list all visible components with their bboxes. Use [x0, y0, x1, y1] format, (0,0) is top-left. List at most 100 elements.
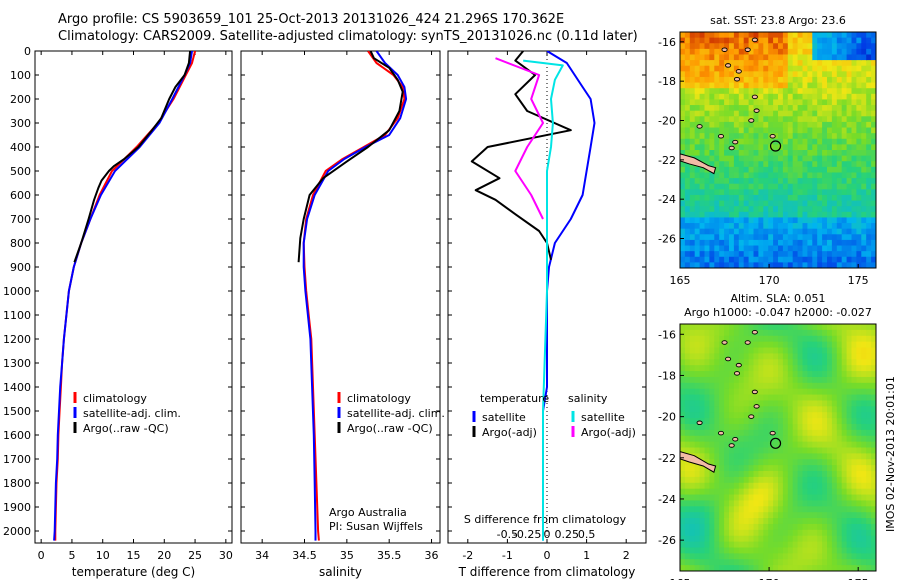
sla-map-cell: [733, 382, 740, 390]
sla-map-cell: [792, 506, 799, 513]
sst-map-cell: [797, 71, 804, 78]
sla-map-cell: [822, 423, 828, 431]
sla-map-cell: [768, 471, 774, 478]
sla-map-cell: [763, 394, 769, 402]
sla-map-cell: [866, 518, 872, 525]
sla-map-cell: [861, 418, 867, 425]
sst-map-cell: [719, 60, 725, 67]
sla-map-cell: [787, 494, 794, 502]
sst-map-cell: [778, 223, 784, 230]
sst-map-cell: [871, 228, 876, 235]
sst-map-cell: [871, 99, 876, 106]
sla-map-cell: [724, 559, 730, 566]
sst-map-cell: [807, 245, 813, 252]
sst-map-cell: [729, 48, 735, 56]
sla-map-cell: [729, 353, 735, 360]
sla-map-cell: [714, 547, 720, 554]
sst-map-cell: [719, 239, 725, 247]
sla-map-cell: [817, 406, 823, 413]
sst-map-cell: [836, 166, 843, 174]
sst-map-cell: [684, 88, 691, 95]
sst-map-cell: [856, 121, 862, 129]
sst-map-cell: [807, 251, 813, 258]
sla-map-cell: [699, 435, 706, 443]
sst-map-cell: [694, 54, 701, 61]
sla-map-cell: [861, 435, 867, 443]
sst-map-cell: [817, 99, 823, 106]
sla-map-cell: [714, 394, 720, 402]
sst-map-cell: [778, 217, 784, 224]
sst-map-cell: [792, 206, 799, 213]
sla-map-cell: [802, 376, 808, 384]
sla-map-cell: [851, 559, 857, 566]
sla-map-cell: [822, 506, 828, 513]
sla-map-cell: [743, 500, 750, 507]
sla-map-cell: [861, 365, 867, 372]
sst-map-cell: [787, 37, 794, 44]
sla-map-cell: [817, 329, 823, 337]
sla-map-cell: [709, 335, 715, 343]
sst-map-cell: [792, 110, 799, 117]
sst-map-cell: [689, 105, 696, 112]
sst-map-cell: [738, 99, 745, 106]
depth-tick-label: 1400: [3, 381, 31, 394]
sst-map-cell: [758, 189, 764, 196]
sla-map-cell: [871, 518, 876, 525]
sla-map-cell: [704, 482, 710, 490]
sst-map-cell: [861, 239, 867, 247]
sla-map-cell: [787, 429, 794, 437]
sla-map-cell: [719, 529, 725, 537]
sst-map-cell: [836, 150, 843, 157]
sst-map-cell: [704, 217, 710, 224]
sla-map-cell: [689, 518, 696, 525]
sst-map-cell: [753, 110, 759, 117]
sla-map-cell: [758, 565, 764, 571]
sst-map-cell: [827, 110, 833, 117]
sst-map-cell: [763, 32, 769, 39]
sla-map-cell: [753, 412, 759, 419]
sla-map-cell: [758, 335, 764, 343]
sst-map-cell: [773, 245, 779, 252]
sla-map-cell: [763, 400, 769, 407]
sla-map-cell: [773, 388, 779, 396]
sla-map-cell: [758, 441, 764, 449]
sla-map-cell: [714, 476, 720, 484]
sla-map-cell: [797, 394, 804, 402]
sla-map-cell: [729, 488, 735, 496]
salinity-xlabel: salinity: [319, 565, 362, 579]
sst-map-cell: [861, 217, 867, 224]
sla-map-cell: [831, 488, 838, 496]
sla-map-cell: [827, 565, 833, 571]
sla-map-cell: [782, 359, 789, 366]
sla-map-cell: [699, 347, 706, 354]
sla-map-cell: [778, 382, 784, 390]
sst-map-cell: [802, 144, 808, 151]
sst-map-cell: [812, 245, 818, 252]
sla-map-cell: [699, 412, 706, 419]
sst-map-cell: [856, 166, 862, 174]
sla-map-cell: [748, 324, 755, 331]
sla-map-cell: [719, 518, 725, 525]
sst-map-cell: [733, 189, 740, 196]
sst-map-cell: [831, 262, 838, 268]
sst-map-cell: [704, 138, 710, 145]
sst-map-cell: [812, 172, 818, 179]
sst-map-cell: [694, 93, 701, 101]
sst-map-cell: [827, 228, 833, 235]
sla-map-cell: [812, 482, 818, 490]
sla-map-cell: [748, 453, 755, 460]
sla-map-cell: [773, 412, 779, 419]
sla-map-cell: [802, 429, 808, 437]
sla-map-cell: [699, 488, 706, 496]
sla-map-cell: [827, 418, 833, 425]
sla-map-cell: [743, 559, 750, 566]
sst-map-cell: [836, 37, 843, 44]
sst-map-cell: [719, 144, 725, 151]
sst-map-cell: [787, 200, 794, 207]
sst-map-cell: [724, 138, 730, 145]
sst-map-cell: [704, 251, 710, 258]
sst-map-cell: [704, 37, 710, 44]
sla-map-cell: [846, 347, 853, 354]
sla-map-cell: [846, 488, 853, 496]
sst-map-cell: [743, 183, 750, 190]
